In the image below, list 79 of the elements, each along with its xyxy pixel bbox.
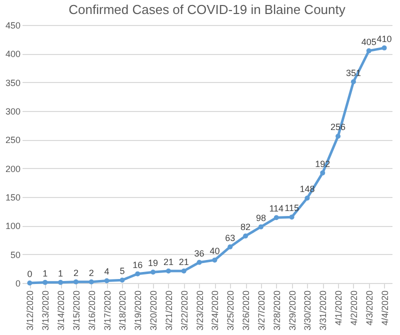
point [350,79,356,84]
point [320,170,326,176]
chart-title: Confirmed Cases of COVID-19 in Blaine County [68,2,346,17]
data-label: 98 [256,212,266,223]
x-tick-label: 3/23/2020 [194,290,205,331]
x-tick-label: 3/30/2020 [302,290,313,331]
x-tick-label: 3/28/2020 [272,290,282,331]
y-tick-label: 50 [10,250,20,260]
x-tick-label: 3/25/2020 [226,290,236,331]
data-label: 21 [163,256,174,267]
data-label: 40 [210,246,220,256]
point [135,271,140,276]
point [88,279,94,284]
point [166,268,171,274]
y-tick-label: 150 [5,192,20,202]
data-label: 21 [178,256,189,267]
x-tick-label: 3/24/2020 [210,290,220,331]
x-tick-label: 3/22/2020 [179,290,190,331]
point [366,48,372,54]
point [73,279,78,284]
x-tick-label: 3/31/2020 [318,290,328,331]
x-tick-label: 3/16/2020 [86,290,97,331]
data-label: 2 [73,268,78,278]
y-tick-label: 300 [5,106,20,116]
data-label: 1 [58,268,64,278]
point [228,244,233,250]
point [304,196,310,201]
x-tick-label: 4/3/2020 [364,290,374,326]
x-tick-label: 4/4/2020 [380,290,390,326]
data-label: 2 [88,268,94,278]
x-tick-label: 3/14/2020 [56,290,66,331]
y-tick-label: 400 [5,49,20,60]
x-tick-label: 3/15/2020 [71,290,82,331]
point [196,260,202,265]
x-tick-label: 4/1/2020 [334,290,344,326]
data-label: 82 [240,222,251,232]
y-tick-label: 200 [5,164,20,174]
x-tick-label: 3/20/2020 [148,290,159,331]
x-tick-label: 3/19/2020 [133,290,144,331]
y-tick-label: 350 [5,78,20,88]
x-tick-label: 3/12/2020 [25,290,36,331]
point [289,214,294,220]
y-tick-label: 100 [5,221,20,232]
point [42,280,48,285]
point [336,134,341,139]
data-label: 63 [225,232,236,243]
point [150,270,156,275]
point [27,280,32,286]
point [120,278,125,283]
x-tick-label: 3/29/2020 [287,290,298,331]
x-tick-label: 3/26/2020 [241,290,252,331]
x-tick-label: 3/18/2020 [118,290,128,331]
data-label: 36 [194,248,204,258]
data-label: 1 [42,268,48,278]
data-label: 0 [27,269,32,279]
point [243,233,248,238]
data-label: 410 [376,34,392,44]
data-label: 5 [120,266,125,276]
data-label: 4 [104,266,110,277]
x-tick-label: 3/13/2020 [40,290,51,331]
point [258,224,264,230]
x-tick-label: 3/21/2020 [164,290,174,331]
y-tick-label: 450 [5,20,20,30]
point [104,278,110,284]
point [382,45,387,50]
x-tick-label: 4/2/2020 [348,290,359,326]
x-tick-label: 3/27/2020 [256,290,266,331]
point [181,268,186,274]
data-label: 405 [361,36,376,47]
y-tick-label: 250 [5,135,20,146]
data-label: 19 [148,258,158,268]
y-tick-label: 0 [15,278,20,288]
data-label: 16 [132,260,143,270]
data-label: 115 [284,203,299,214]
x-tick-label: 3/17/2020 [102,290,112,331]
point [274,215,279,220]
point [212,258,218,263]
data-label: 114 [269,204,284,214]
point [58,280,64,285]
